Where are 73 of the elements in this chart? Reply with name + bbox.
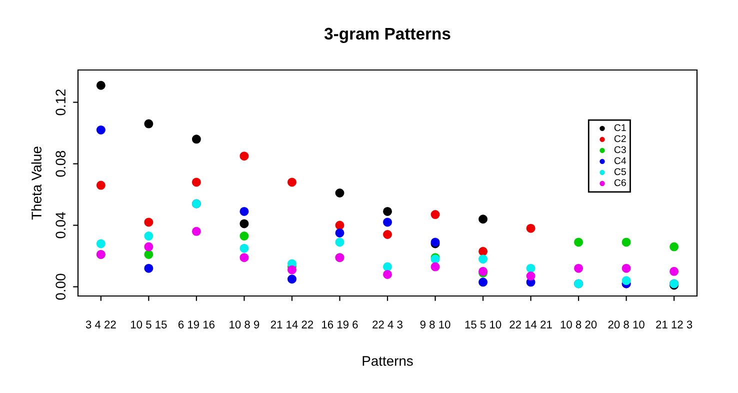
x-tick-label: 10 8 20 [560,320,597,328]
point [287,265,296,274]
chart-title: 3-gram Patterns [324,28,450,43]
x-tick-label: 6 19 16 [178,320,214,328]
y-tick-label: 0.08 [56,150,66,177]
legend-label: C3 [614,146,626,154]
point [430,210,440,220]
point [478,254,488,264]
point [574,264,584,273]
x-tick-label: 21 12 3 [656,320,692,328]
x-tick-label: 20 8 10 [608,320,644,328]
x-axis-title: Patterns [362,356,413,366]
point [383,230,392,239]
point [622,276,631,286]
point [144,242,154,252]
point [526,272,536,281]
x-tick-label: 10 5 15 [131,320,167,328]
point [478,278,488,287]
point [383,262,392,272]
x-tick-label: 9 8 10 [420,320,450,328]
point [335,188,344,198]
point [144,232,154,241]
y-tick-label: 0.04 [56,212,66,238]
point [240,232,249,241]
point [96,239,106,248]
point [192,134,201,144]
point [240,152,249,161]
point [383,270,392,279]
point [478,214,488,224]
point [526,264,536,273]
point [335,228,344,238]
x-tick-label: 15 5 10 [465,320,502,328]
point [240,253,249,262]
point [622,264,631,273]
point [96,80,106,90]
point [240,219,249,228]
x-tick-label: 22 4 3 [372,320,402,328]
point [144,264,154,273]
x-tick-label: 16 19 6 [322,320,358,328]
point [574,238,584,247]
x-tick-label: 3 4 22 [86,320,116,328]
point [144,119,154,128]
point [287,178,296,187]
point [335,220,344,230]
legend-label: C1 [614,124,626,132]
x-tick-label: 22 14 21 [510,320,552,328]
point [144,218,154,227]
legend-label: C2 [614,135,626,142]
point [192,226,201,236]
legend-label: C5 [614,168,626,176]
point [96,180,106,190]
point [287,274,296,284]
point [240,244,249,253]
point [335,238,344,247]
legend-label: C4 [614,157,626,164]
point [670,266,679,276]
point [526,224,536,233]
point [192,178,201,187]
point [430,262,440,272]
point [622,238,631,247]
point [144,250,154,259]
point [383,218,392,227]
point [478,246,488,256]
x-tick-label: 10 8 9 [230,320,260,328]
x-tick-label: 21 14 22 [270,320,314,328]
y-axis-title: Theta Value [31,146,42,220]
y-tick-label: 0.00 [56,274,66,300]
legend-label: C6 [614,179,626,186]
point [670,242,679,252]
point [96,125,106,134]
y-tick-label: 0.12 [56,89,66,116]
point [383,206,392,216]
point [240,206,249,216]
